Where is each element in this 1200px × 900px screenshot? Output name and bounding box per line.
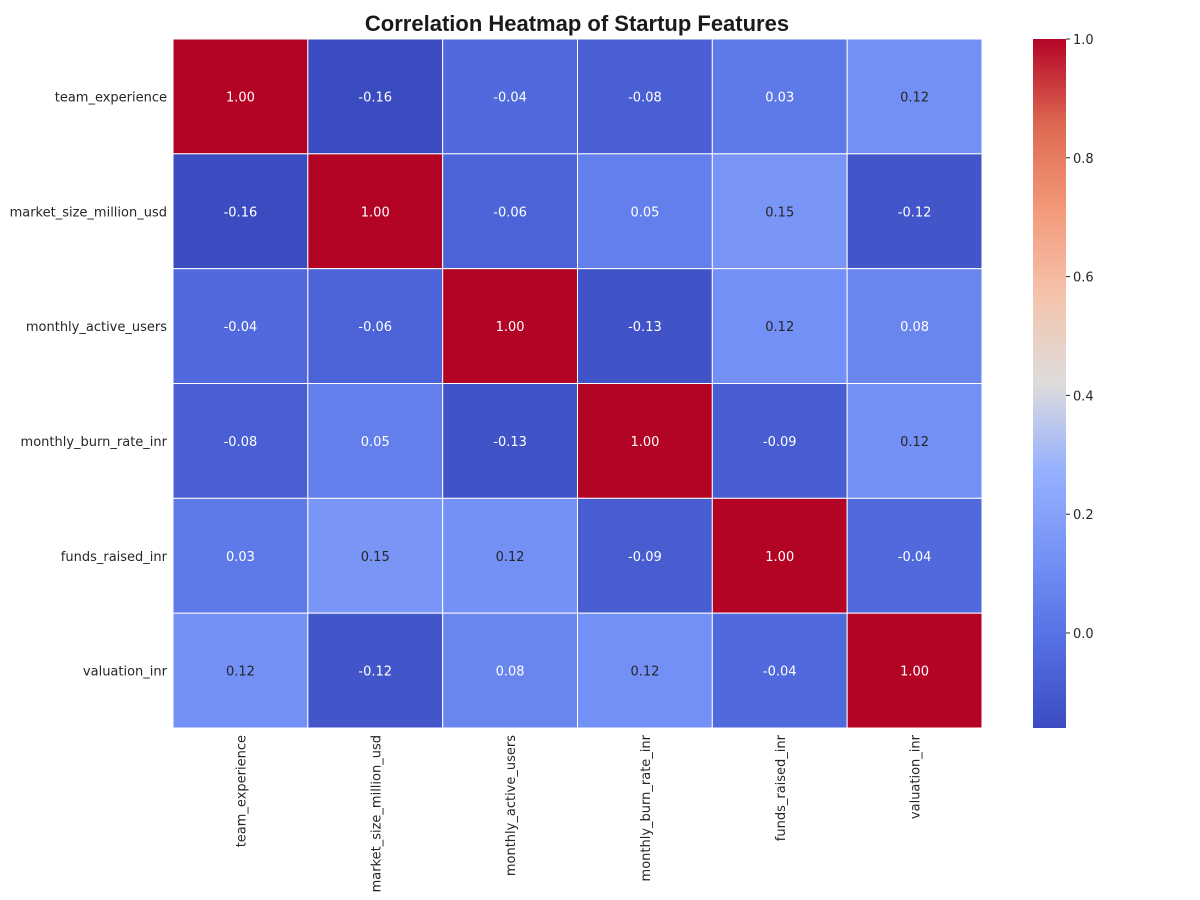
cell-value-label: -0.06	[358, 320, 392, 335]
heatmap-cell	[711, 383, 848, 499]
heatmap-cell	[846, 383, 983, 499]
cell-value-label: -0.16	[358, 90, 392, 105]
cell-value-label: 0.03	[226, 550, 255, 565]
cell-value-label: 0.12	[765, 320, 794, 335]
cell-value-label: -0.04	[898, 550, 932, 565]
column-tick-label: market_size_million_usd	[369, 735, 384, 892]
row-tick-label: funds_raised_inr	[61, 550, 168, 565]
heatmap-cell	[442, 38, 578, 155]
colorbar-tick-label: 0.2	[1073, 508, 1094, 523]
row-tick-labels: team_experience market_size_million_usdmo…	[10, 90, 168, 679]
heatmap-cell	[846, 268, 983, 384]
heatmap-cell	[172, 497, 309, 614]
heatmap-cell	[846, 612, 983, 729]
cell-value-label: 0.08	[900, 320, 929, 335]
cell-value-label: -0.06	[493, 205, 527, 220]
row-tick-label: monthly_burn_rate_inr	[21, 435, 168, 450]
cell-value-label: -0.08	[224, 435, 258, 450]
cell-value-label: -0.04	[763, 665, 797, 680]
cell-value-label: 0.12	[226, 665, 255, 680]
heatmap-cell	[846, 153, 983, 270]
heatmap-cell	[711, 268, 848, 384]
heatmap-cell	[577, 268, 713, 384]
colorbar-tick-label: 0.8	[1073, 152, 1094, 167]
heatmap-cell	[442, 383, 578, 499]
heatmap-cell	[307, 38, 444, 155]
row-tick-label: team_experience	[55, 90, 167, 105]
cell-value-label: 0.12	[900, 90, 929, 105]
heatmap-cell	[307, 268, 444, 384]
heatmap-cell	[711, 612, 848, 729]
column-tick-label: valuation_inr	[909, 734, 924, 819]
heatmap-cell	[307, 153, 444, 270]
column-tick-label: monthly_burn_rate_inr	[639, 734, 654, 881]
cell-value-label: 0.12	[630, 665, 659, 680]
heatmap-cell	[307, 497, 444, 614]
cell-value-label: -0.09	[628, 550, 662, 565]
cell-value-label: 1.00	[226, 90, 255, 105]
cell-value-label: -0.08	[628, 90, 662, 105]
heatmap-cell	[172, 153, 309, 270]
heatmap-cell	[442, 268, 578, 384]
column-tick-label: funds_raised_inr	[774, 734, 789, 841]
colorbar-tick-label: 0.4	[1073, 389, 1094, 404]
cell-value-label: 1.00	[765, 550, 794, 565]
colorbar-tick-label: 0.6	[1073, 271, 1094, 286]
heatmap-cell	[577, 38, 713, 155]
heatmap-cell	[711, 497, 848, 614]
heatmap-cell	[577, 612, 713, 729]
cell-value-label: 0.12	[496, 550, 525, 565]
heatmap-grid: 1.00 -0.16 -0.04 -0.08 0.03 0.12 -0.16 1.00 -0.0…	[172, 38, 983, 729]
colorbar	[1033, 39, 1066, 728]
column-tick-label: team_experience	[234, 735, 249, 847]
heatmap-cell	[172, 383, 309, 499]
cell-value-label: -0.04	[224, 320, 258, 335]
colorbar-tick-label: 1.0	[1073, 33, 1094, 48]
cell-value-label: -0.13	[493, 435, 527, 450]
heatmap-cell	[172, 268, 309, 384]
heatmap-cell	[846, 497, 983, 614]
cell-value-label: 0.08	[496, 665, 525, 680]
heatmap-cell	[577, 153, 713, 270]
cell-value-label: -0.12	[358, 665, 392, 680]
heatmap-cell	[172, 38, 309, 155]
cell-value-label: 1.00	[361, 205, 390, 220]
colorbar-tick-label: 0.0	[1073, 627, 1094, 642]
cell-value-label: 1.00	[496, 320, 525, 335]
cell-value-label: 0.15	[361, 550, 390, 565]
column-tick-label: monthly_active_users	[504, 735, 519, 876]
row-tick-label: monthly_active_users	[26, 320, 167, 335]
heatmap-cell	[442, 612, 578, 729]
heatmap-cell	[307, 383, 444, 499]
cell-value-label: -0.04	[493, 90, 527, 105]
cell-value-label: 0.05	[630, 205, 659, 220]
row-tick-label: valuation_inr	[83, 665, 168, 680]
cell-value-label: 0.05	[361, 435, 390, 450]
cell-value-label: 1.00	[900, 665, 929, 680]
colorbar-ticks: 0.0 0.2 0.4 0.6 0.8 1.0	[1066, 33, 1094, 642]
cell-value-label: 0.12	[900, 435, 929, 450]
heatmap-cell	[442, 153, 578, 270]
cell-value-label: -0.13	[628, 320, 662, 335]
chart-title: Correlation Heatmap of Startup Features	[365, 11, 789, 36]
cell-value-label: 0.15	[765, 205, 794, 220]
heatmap-cell	[172, 612, 309, 729]
cell-value-label: -0.09	[763, 435, 797, 450]
cell-value-label: -0.16	[224, 205, 258, 220]
heatmap-cell	[577, 383, 713, 499]
cell-value-label: 1.00	[630, 435, 659, 450]
cell-value-label: 0.03	[765, 90, 794, 105]
column-tick-labels: team_experience market_size_million_usd mo…	[234, 734, 923, 892]
row-tick-label: market_size_million_usd	[10, 205, 167, 220]
cell-value-label: -0.12	[898, 205, 932, 220]
